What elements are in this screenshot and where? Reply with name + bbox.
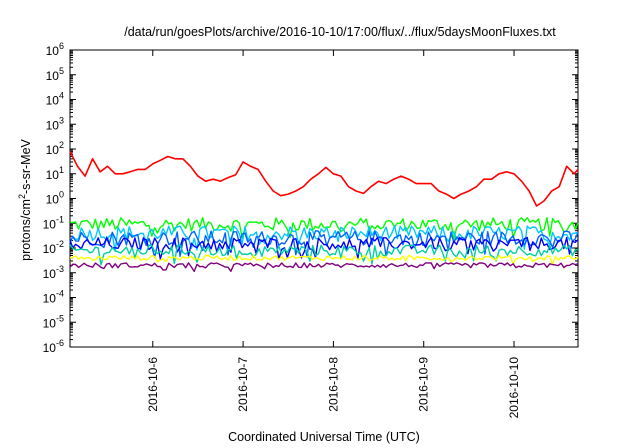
y-tick-label: 106 (46, 41, 64, 58)
y-tick-label: 100 (46, 190, 64, 207)
x-axis: 2016-10-6 2016-10-7 2016-10-8 2016-10-9 2016… (146, 50, 521, 418)
y-axis-label-sup: 2 (17, 194, 27, 199)
y-axis-label-tail: -s-sr-MeV (19, 138, 33, 194)
y-tick-base: 10 (46, 94, 60, 108)
y-tick-label: 10-1 (43, 214, 64, 231)
y-tick-label: 102 (46, 140, 64, 157)
y-tick-base: 10 (46, 143, 60, 157)
x-tick-label: 2016-10-9 (417, 357, 431, 412)
y-tick-exponent: 2 (59, 140, 64, 150)
y-tick-exponent: 4 (59, 91, 64, 101)
y-axis: 10610510410310210110010-110-210-310-410-… (43, 41, 578, 355)
x-tick-label: 2016-10-8 (326, 357, 340, 412)
x-tick-label: 2016-10-7 (236, 357, 250, 412)
y-tick-label: 10-5 (43, 313, 64, 330)
y-tick-exponent: -4 (56, 289, 64, 299)
y-tick-label: 10-2 (43, 239, 64, 256)
y-tick-label: 10-3 (43, 264, 64, 281)
chart-title: /data/run/goesPlots/archive/2016-10-10/1… (124, 25, 556, 39)
y-axis-label-main: protons/cm (19, 199, 33, 261)
y-tick-label: 101 (46, 165, 64, 182)
y-tick-exponent: -1 (56, 214, 64, 224)
series-line (69, 236, 579, 260)
series-line (69, 151, 579, 207)
y-tick-base: 10 (46, 118, 60, 132)
y-tick-exponent: -2 (56, 239, 64, 249)
series-line (69, 262, 579, 273)
y-tick-base: 10 (46, 168, 60, 182)
y-tick-label: 104 (46, 91, 64, 108)
y-tick-base: 10 (43, 341, 57, 355)
series-layer (69, 151, 579, 273)
y-tick-base: 10 (46, 193, 60, 207)
series-line (69, 244, 579, 266)
y-tick-label: 10-4 (43, 289, 64, 306)
series-line (69, 225, 579, 252)
y-tick-exponent: -6 (56, 338, 64, 348)
y-tick-base: 10 (43, 242, 57, 256)
x-axis-label: Coordinated Universal Time (UTC) (228, 430, 420, 444)
y-tick-exponent: -3 (56, 264, 64, 274)
series-line (69, 216, 579, 241)
y-tick-base: 10 (43, 292, 57, 306)
y-tick-exponent: 1 (59, 165, 64, 175)
series-line (69, 254, 579, 265)
y-tick-label: 10-6 (43, 338, 64, 355)
y-tick-base: 10 (43, 267, 57, 281)
y-axis-label: protons/cm2-s-sr-MeV (17, 138, 33, 260)
y-tick-exponent: 0 (59, 190, 64, 200)
plot-frame (69, 49, 579, 348)
y-tick-label: 103 (46, 115, 64, 132)
x-tick-label: 2016-10-10 (507, 357, 521, 419)
y-tick-label: 105 (46, 66, 64, 83)
y-tick-exponent: 5 (59, 66, 64, 76)
x-tick-label: 2016-10-6 (146, 357, 160, 412)
y-tick-base: 10 (43, 316, 57, 330)
y-tick-base: 10 (46, 69, 60, 83)
y-tick-exponent: -5 (56, 313, 64, 323)
y-tick-base: 10 (46, 44, 60, 58)
y-tick-exponent: 3 (59, 115, 64, 125)
y-tick-exponent: 6 (59, 41, 64, 51)
y-tick-base: 10 (43, 217, 57, 231)
